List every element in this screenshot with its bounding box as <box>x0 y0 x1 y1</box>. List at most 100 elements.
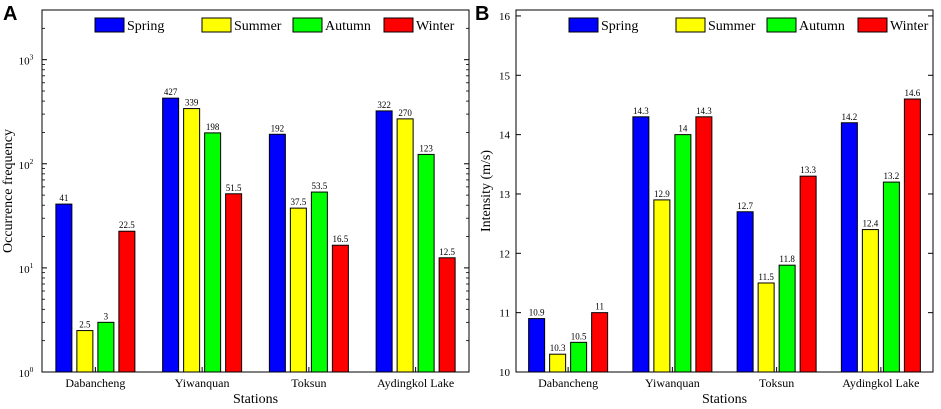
legend-label-summer: Summer <box>708 19 756 34</box>
data-label-autumn-yiwanquan: 14 <box>678 124 688 134</box>
data-label-summer-yiwanquan: 12.9 <box>654 189 670 199</box>
x-tick-label-aydingkol-lake: Aydingkol Lake <box>377 376 454 390</box>
legend-label-autumn: Autumn <box>799 19 845 34</box>
y-tick-label: 103 <box>19 53 34 68</box>
data-label-summer-dabancheng: 2.5 <box>79 320 91 330</box>
legend-label-autumn: Autumn <box>325 19 371 34</box>
bar-summer-yiwanquan <box>183 108 201 373</box>
panel-letter-a: A <box>3 3 17 25</box>
data-label-spring-aydingkol-lake: 14.2 <box>842 112 858 122</box>
data-label-winter-toksun: 13.3 <box>800 165 816 175</box>
data-label-spring-yiwanquan: 427 <box>164 87 178 97</box>
data-label-summer-toksun: 37.5 <box>291 197 307 207</box>
x-tick-label-toksun: Toksun <box>759 376 794 390</box>
data-label-spring-dabancheng: 41 <box>59 193 68 203</box>
y-tick-label: 11 <box>499 308 510 320</box>
x-tick-label-aydingkol-lake: Aydingkol Lake <box>842 376 919 390</box>
y-tick-label-exponent: 1 <box>30 261 34 270</box>
data-label-spring-toksun: 192 <box>271 123 285 133</box>
data-label-spring-toksun: 12.7 <box>737 201 753 211</box>
data-label-summer-yiwanquan: 339 <box>185 98 199 108</box>
data-label-winter-aydingkol-lake: 14.6 <box>905 88 921 98</box>
legend: Spring Summer Autumn Winter <box>568 17 929 34</box>
legend-label-winter: Winter <box>416 19 455 34</box>
bar-winter-aydingkol-lake <box>438 257 456 373</box>
bar-spring-aydingkol-lake <box>375 110 393 373</box>
panel-letter-b: B <box>475 3 489 25</box>
data-label-spring-yiwanquan: 14.3 <box>633 106 649 116</box>
data-label-spring-dabancheng: 10.9 <box>529 308 545 318</box>
data-label-winter-yiwanquan: 51.5 <box>226 183 242 193</box>
bar-spring-yiwanquan <box>162 97 180 373</box>
data-label-autumn-yiwanquan: 198 <box>206 122 220 132</box>
legend-swatch-summer <box>675 17 706 33</box>
data-label-spring-aydingkol-lake: 322 <box>377 100 391 110</box>
y-tick-label-exponent: 3 <box>30 53 34 62</box>
data-label-summer-aydingkol-lake: 270 <box>398 108 412 118</box>
data-label-autumn-toksun: 53.5 <box>312 181 328 191</box>
plot-frame <box>41 9 470 373</box>
bar-summer-toksun <box>757 282 775 373</box>
panel-b-intensity-chart: 10 11 12 13 14 15 16 Dabancheng 10.9 10.3 10.5 11 Yi… <box>479 9 934 407</box>
y-tick-label-exponent: 0 <box>30 365 34 374</box>
y-axis-title: Intensity (m/s) <box>479 150 494 232</box>
bar-summer-aydingkol-lake <box>861 229 879 373</box>
bar-summer-toksun <box>289 207 307 373</box>
y-tick-label-base: 10 <box>19 368 31 380</box>
legend-label-spring: Spring <box>127 19 164 34</box>
y-tick-label: 13 <box>499 189 511 201</box>
bar-winter-yiwanquan <box>695 116 713 373</box>
x-tick-label-dabancheng: Dabancheng <box>538 376 598 390</box>
legend: Spring Summer Autumn Winter <box>94 17 455 34</box>
x-axis-title: Stations <box>702 392 747 407</box>
x-tick-label-toksun: Toksun <box>291 376 326 390</box>
bar-autumn-yiwanquan <box>674 134 692 373</box>
bar-winter-dabancheng <box>118 230 136 373</box>
bar-summer-dabancheng <box>76 330 94 373</box>
bar-winter-toksun <box>799 175 817 373</box>
data-label-autumn-toksun: 11.8 <box>779 254 795 264</box>
legend-label-summer: Summer <box>234 19 282 34</box>
y-axis-title: Occurrence frequency <box>1 129 16 253</box>
bar-autumn-toksun <box>778 264 796 373</box>
data-label-summer-toksun: 11.5 <box>758 272 774 282</box>
data-label-winter-yiwanquan: 14.3 <box>696 106 712 116</box>
bar-autumn-aydingkol-lake <box>882 181 900 373</box>
legend-label-spring: Spring <box>601 19 638 34</box>
bar-winter-aydingkol-lake <box>903 98 921 373</box>
bar-autumn-dabancheng <box>97 321 115 373</box>
data-label-winter-aydingkol-lake: 12.5 <box>439 247 455 257</box>
y-tick-label-base: 10 <box>19 264 31 276</box>
data-label-summer-dabancheng: 10.3 <box>550 343 566 353</box>
y-tick-label: 102 <box>19 157 34 172</box>
y-tick-label: 12 <box>499 248 510 260</box>
legend-swatch-autumn <box>292 17 323 33</box>
y-tick-label: 100 <box>19 365 34 380</box>
y-tick-label: 14 <box>499 130 511 142</box>
data-label-summer-aydingkol-lake: 12.4 <box>863 219 879 229</box>
bar-spring-aydingkol-lake <box>840 122 858 373</box>
bar-summer-dabancheng <box>549 353 567 373</box>
bar-spring-dabancheng <box>55 203 73 373</box>
bar-winter-toksun <box>331 244 349 373</box>
data-label-winter-dabancheng: 11 <box>595 302 604 312</box>
bar-spring-toksun <box>736 211 754 373</box>
x-tick-label-yiwanquan: Yiwanquan <box>175 376 230 390</box>
y-tick-label-base: 10 <box>19 56 31 68</box>
bar-summer-aydingkol-lake <box>396 118 414 373</box>
bar-autumn-aydingkol-lake <box>417 153 435 373</box>
data-label-winter-toksun: 16.5 <box>333 234 349 244</box>
y-tick-label: 16 <box>499 11 511 23</box>
bar-winter-dabancheng <box>591 312 609 373</box>
y-tick-label: 10 <box>499 367 511 379</box>
legend-swatch-spring <box>568 17 599 33</box>
bar-autumn-yiwanquan <box>204 132 222 373</box>
bar-spring-yiwanquan <box>632 116 650 373</box>
legend-swatch-autumn <box>766 17 797 33</box>
legend-swatch-spring <box>94 17 125 33</box>
data-label-autumn-dabancheng: 3 <box>104 311 109 321</box>
bar-autumn-toksun <box>310 191 328 373</box>
legend-swatch-winter <box>383 17 414 33</box>
legend-swatch-winter <box>857 17 888 33</box>
